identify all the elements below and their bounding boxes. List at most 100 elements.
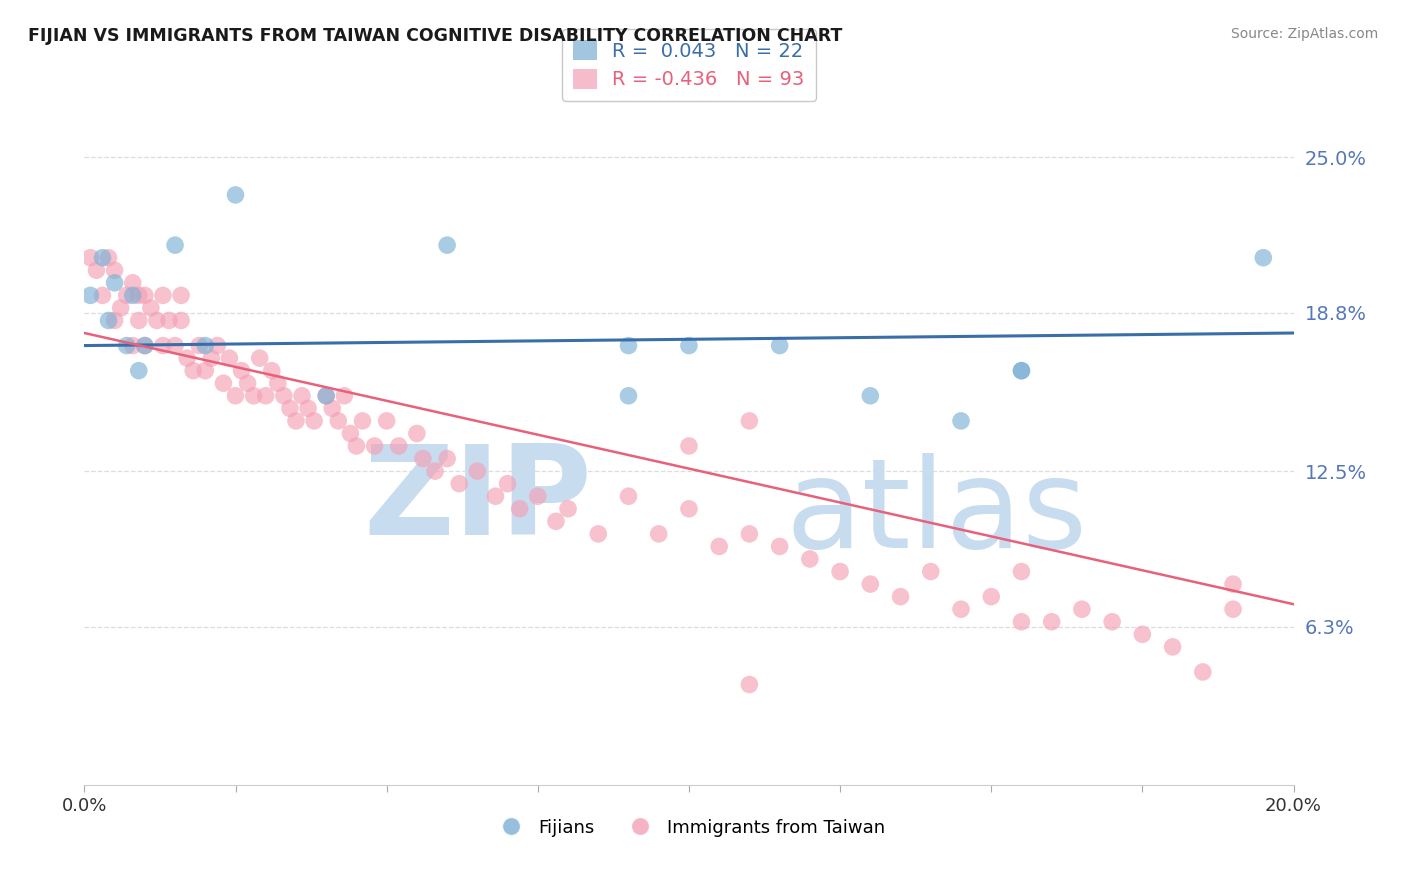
Point xyxy=(1161,640,1184,654)
Point xyxy=(157,313,180,327)
Point xyxy=(242,389,264,403)
Point xyxy=(678,439,700,453)
Point xyxy=(152,288,174,302)
Point xyxy=(527,489,550,503)
Point xyxy=(950,414,973,428)
Point xyxy=(738,677,761,691)
Point xyxy=(200,351,222,365)
Point xyxy=(436,451,458,466)
Point xyxy=(254,389,277,403)
Point xyxy=(509,501,531,516)
Point xyxy=(1253,251,1275,265)
Point xyxy=(218,351,240,365)
Point xyxy=(1192,665,1215,679)
Point xyxy=(134,288,156,302)
Point xyxy=(212,376,235,391)
Point xyxy=(267,376,290,391)
Point xyxy=(352,414,374,428)
Point xyxy=(859,577,882,591)
Point xyxy=(134,338,156,352)
Point xyxy=(1011,364,1033,378)
Point xyxy=(617,389,640,403)
Point xyxy=(769,338,792,352)
Point xyxy=(496,476,519,491)
Point xyxy=(406,426,429,441)
Legend: Fijians, Immigrants from Taiwan: Fijians, Immigrants from Taiwan xyxy=(486,812,891,844)
Text: atlas: atlas xyxy=(786,453,1088,574)
Point xyxy=(769,540,792,554)
Point xyxy=(412,451,434,466)
Point xyxy=(339,426,361,441)
Point xyxy=(1071,602,1094,616)
Point xyxy=(980,590,1002,604)
Text: FIJIAN VS IMMIGRANTS FROM TAIWAN COGNITIVE DISABILITY CORRELATION CHART: FIJIAN VS IMMIGRANTS FROM TAIWAN COGNITI… xyxy=(28,27,842,45)
Point xyxy=(86,263,108,277)
Point xyxy=(799,552,821,566)
Point xyxy=(678,338,700,352)
Point xyxy=(315,389,337,403)
Point xyxy=(315,389,337,403)
Point xyxy=(648,527,671,541)
Point xyxy=(152,338,174,352)
Point xyxy=(134,338,156,352)
Point xyxy=(375,414,398,428)
Point xyxy=(139,301,162,315)
Point xyxy=(170,313,193,327)
Point xyxy=(176,351,198,365)
Point xyxy=(738,414,761,428)
Point xyxy=(115,288,138,302)
Point xyxy=(436,238,458,252)
Point xyxy=(121,276,143,290)
Point xyxy=(617,338,640,352)
Point xyxy=(302,414,325,428)
Point xyxy=(738,527,761,541)
Point xyxy=(260,364,283,378)
Point xyxy=(423,464,446,478)
Point xyxy=(146,313,169,327)
Point xyxy=(170,288,193,302)
Point xyxy=(291,389,314,403)
Point xyxy=(104,263,127,277)
Point xyxy=(128,313,150,327)
Point xyxy=(321,401,343,416)
Point xyxy=(297,401,319,416)
Point xyxy=(484,489,506,503)
Point xyxy=(709,540,731,554)
Point xyxy=(467,464,489,478)
Point xyxy=(79,288,101,302)
Point xyxy=(363,439,385,453)
Point xyxy=(273,389,295,403)
Point xyxy=(225,188,247,202)
Point xyxy=(1130,627,1153,641)
Point xyxy=(165,338,187,352)
Point xyxy=(1222,577,1244,591)
Point xyxy=(449,476,471,491)
Point xyxy=(249,351,271,365)
Point xyxy=(79,251,101,265)
Point xyxy=(188,338,211,352)
Point xyxy=(194,338,217,352)
Point xyxy=(388,439,411,453)
Point xyxy=(236,376,259,391)
Point xyxy=(115,338,138,352)
Point xyxy=(278,401,301,416)
Point xyxy=(859,389,882,403)
Point xyxy=(920,565,942,579)
Point xyxy=(104,313,127,327)
Point xyxy=(128,288,150,302)
Point xyxy=(121,288,143,302)
Point xyxy=(121,338,143,352)
Point xyxy=(1222,602,1244,616)
Point xyxy=(91,288,114,302)
Point xyxy=(950,602,973,616)
Point xyxy=(231,364,253,378)
Point xyxy=(557,501,579,516)
Point xyxy=(1101,615,1123,629)
Point xyxy=(128,364,150,378)
Point xyxy=(830,565,852,579)
Point xyxy=(97,313,120,327)
Point xyxy=(890,590,912,604)
Point xyxy=(104,276,127,290)
Point xyxy=(1011,615,1033,629)
Point xyxy=(207,338,229,352)
